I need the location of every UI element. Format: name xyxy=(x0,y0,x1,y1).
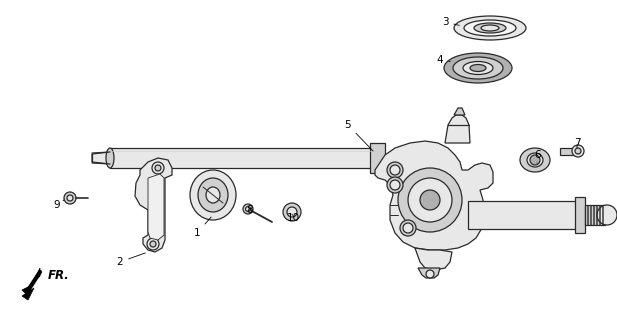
Circle shape xyxy=(155,165,161,171)
Polygon shape xyxy=(110,148,375,168)
Polygon shape xyxy=(370,143,385,173)
Ellipse shape xyxy=(464,20,516,36)
Circle shape xyxy=(243,204,253,214)
Text: 4: 4 xyxy=(437,55,450,65)
Polygon shape xyxy=(22,288,34,300)
Ellipse shape xyxy=(444,53,512,83)
Ellipse shape xyxy=(453,57,503,79)
Circle shape xyxy=(426,270,434,278)
Text: FR.: FR. xyxy=(48,269,70,282)
Circle shape xyxy=(150,241,156,247)
Circle shape xyxy=(67,195,73,201)
Circle shape xyxy=(390,165,400,175)
Circle shape xyxy=(387,162,403,178)
Circle shape xyxy=(64,192,76,204)
Text: 6: 6 xyxy=(535,150,541,163)
Circle shape xyxy=(283,203,301,221)
Polygon shape xyxy=(135,158,172,252)
Circle shape xyxy=(390,180,400,190)
Polygon shape xyxy=(560,148,578,155)
Text: 1: 1 xyxy=(194,217,211,238)
Circle shape xyxy=(387,177,403,193)
Circle shape xyxy=(403,223,413,233)
Text: 2: 2 xyxy=(117,253,146,267)
Text: 3: 3 xyxy=(442,17,459,27)
Circle shape xyxy=(398,168,462,232)
Text: 9: 9 xyxy=(54,200,64,210)
Polygon shape xyxy=(468,201,580,229)
Polygon shape xyxy=(148,174,164,240)
Ellipse shape xyxy=(474,23,506,33)
Circle shape xyxy=(575,148,581,154)
Circle shape xyxy=(530,155,540,165)
Ellipse shape xyxy=(463,61,493,75)
Ellipse shape xyxy=(106,148,114,168)
Text: 5: 5 xyxy=(345,120,373,151)
Ellipse shape xyxy=(454,16,526,40)
Ellipse shape xyxy=(206,187,220,203)
Ellipse shape xyxy=(190,170,236,220)
Ellipse shape xyxy=(481,25,499,31)
Polygon shape xyxy=(22,268,40,295)
Circle shape xyxy=(408,178,452,222)
Circle shape xyxy=(147,238,159,250)
Polygon shape xyxy=(454,108,465,115)
Text: 7: 7 xyxy=(574,138,581,148)
Circle shape xyxy=(420,190,440,210)
Ellipse shape xyxy=(470,65,486,71)
Polygon shape xyxy=(415,248,452,270)
Polygon shape xyxy=(418,268,440,278)
Text: 8: 8 xyxy=(247,205,254,215)
Circle shape xyxy=(287,207,297,217)
Ellipse shape xyxy=(198,178,228,212)
Circle shape xyxy=(246,206,251,212)
Circle shape xyxy=(572,145,584,157)
Polygon shape xyxy=(585,205,605,225)
Ellipse shape xyxy=(527,153,543,167)
Polygon shape xyxy=(445,115,470,143)
Circle shape xyxy=(597,205,617,225)
Ellipse shape xyxy=(520,148,550,172)
Polygon shape xyxy=(92,152,110,164)
Circle shape xyxy=(152,162,164,174)
Circle shape xyxy=(400,220,416,236)
Polygon shape xyxy=(375,141,493,250)
Polygon shape xyxy=(575,197,585,233)
Text: 10: 10 xyxy=(286,213,300,223)
